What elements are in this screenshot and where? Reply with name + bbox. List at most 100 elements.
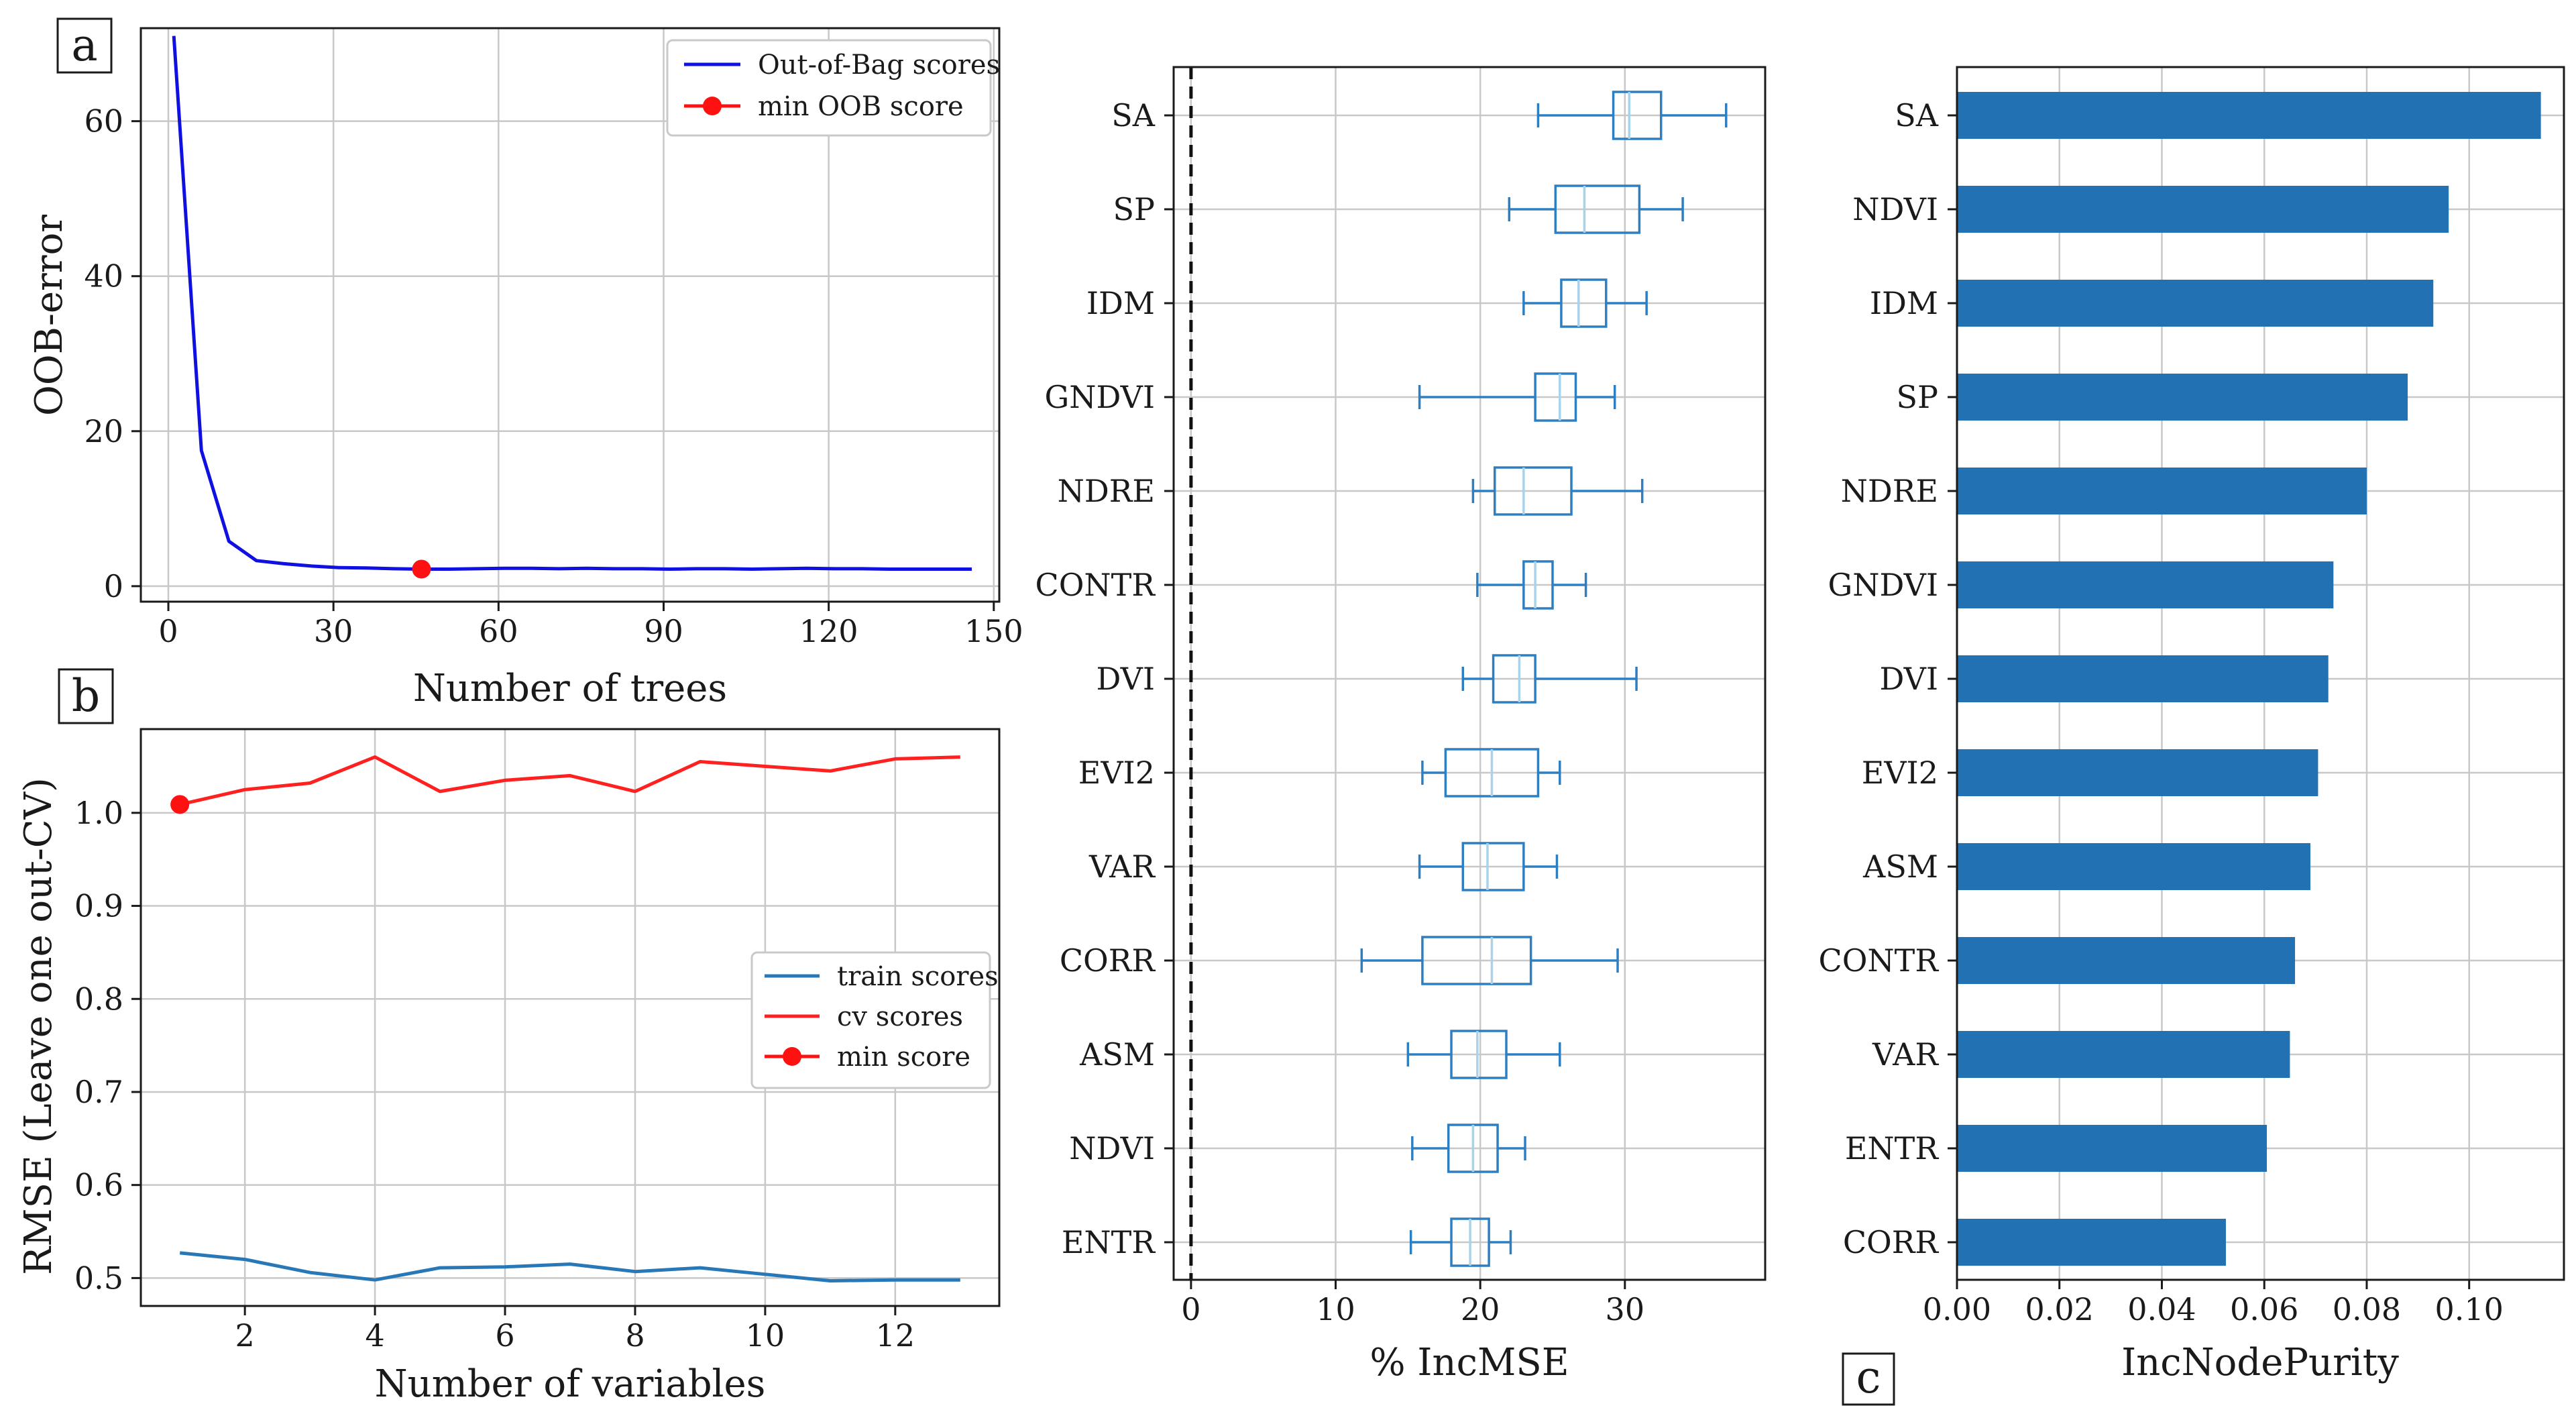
boxplot-item-asm xyxy=(1406,1030,1561,1079)
panel-b-rmse-chart: 2 4 6 8 10 12 0.5 0.6 0.7 0.8 0.9 1.0 Number of var… xyxy=(17,668,1001,1406)
boxplot-item-idm xyxy=(1522,278,1648,328)
bar-sp xyxy=(1957,374,2408,421)
panel-b-xtick-label: 8 xyxy=(625,1317,645,1354)
panel-c-ticks: 0.00 0.02 0.04 0.06 0.08 0.10 xyxy=(1923,114,2504,1327)
panel-c-category-label: CONTR xyxy=(1819,942,1940,979)
bar-ndre xyxy=(1957,468,2367,514)
panel-c-category-label: GNDVI xyxy=(1828,567,1938,603)
bar-corr xyxy=(1957,1219,2226,1266)
panel-a-letter-badge: a xyxy=(56,17,113,74)
bar-gndvi xyxy=(1957,561,2334,608)
panel-c-xtick-label: 0.00 xyxy=(1923,1291,1991,1327)
oob-scores-line xyxy=(172,36,972,571)
box-iqr xyxy=(1461,842,1525,891)
panel-a-xtick-label: 120 xyxy=(799,613,858,649)
legend-train-label: train scores xyxy=(837,961,999,992)
panel-a-marks xyxy=(172,36,972,579)
panel-c-category-label: IDM xyxy=(1870,285,1938,321)
panel-b-ytick-label: 0.5 xyxy=(74,1260,123,1296)
boxplot-xtick-label: 10 xyxy=(1316,1291,1355,1327)
panel-b-frame xyxy=(139,728,1001,1307)
boxplot-xtick-label: 20 xyxy=(1461,1291,1500,1327)
boxplot-item-entr xyxy=(1409,1217,1512,1267)
panel-c-xtick-label: 0.04 xyxy=(2127,1291,2196,1327)
boxplot-category-labels: SA SP IDM GNDVI NDRE CONTR DVI EVI2 VAR CORR ASM ND… xyxy=(1035,97,1156,1260)
panel-c-bars xyxy=(1957,92,2541,1266)
panel-c-category-label: SP xyxy=(1897,379,1938,415)
boxplot-item-sa xyxy=(1536,91,1728,140)
boxplot-item-dvi xyxy=(1461,654,1638,704)
bar-var xyxy=(1957,1031,2290,1078)
bar-sa xyxy=(1957,92,2541,139)
panel-b-ytick-label: 0.9 xyxy=(74,888,123,924)
boxplot-category-label: CONTR xyxy=(1035,567,1156,603)
panel-a-ytick-label: 60 xyxy=(84,103,123,140)
panel-b-ytick-label: 1.0 xyxy=(74,795,123,831)
boxplot-category-label: DVI xyxy=(1097,661,1155,697)
panel-b-xtick-label: 2 xyxy=(235,1317,255,1354)
box-iqr xyxy=(1493,466,1573,516)
panel-b-legend-box xyxy=(750,951,991,1089)
panel-c-xtick-label: 0.10 xyxy=(2435,1291,2504,1327)
legend-min-oob-marker xyxy=(703,97,722,115)
panel-b-letter-box xyxy=(58,668,114,724)
panel-b-xtick-label: 10 xyxy=(746,1317,785,1354)
bar-idm xyxy=(1957,280,2434,327)
bar-contr xyxy=(1957,937,2296,984)
legend-min-score-label: min score xyxy=(837,1042,970,1073)
box-iqr xyxy=(1492,654,1536,704)
panel-a-legend-box xyxy=(666,39,992,137)
panel-c-incnodepurity-chart: 0.00 0.02 0.04 0.06 0.08 0.10 SA NDVI IDM SP NDRE… xyxy=(1819,66,2565,1406)
panel-b-legend: train scores cv scores min score xyxy=(750,951,999,1089)
panel-a-ytick-label: 20 xyxy=(84,413,123,449)
boxplot-item-var xyxy=(1418,842,1559,891)
min-oob-score-marker xyxy=(412,559,431,579)
bar-entr xyxy=(1957,1125,2267,1172)
box-iqr xyxy=(1560,278,1608,328)
panel-a-xlabel: Number of trees xyxy=(413,667,727,710)
panel-b-ylabel: RMSE (Leave one out-CV) xyxy=(17,777,60,1275)
boxplot-item-contr xyxy=(1476,560,1587,610)
panel-c-frame xyxy=(1956,66,2565,1281)
boxplot-category-label: ENTR xyxy=(1062,1224,1156,1260)
panel-a-oob-chart: 0 30 60 90 120 150 0 20 40 60 Number of trees OOB… xyxy=(27,17,1023,710)
panel-c-category-label: CORR xyxy=(1843,1224,1940,1260)
panel-b-ytick-label: 0.7 xyxy=(74,1074,123,1110)
panel-a-letter-box xyxy=(56,17,113,74)
box-iqr xyxy=(1421,936,1532,985)
box-iqr xyxy=(1534,372,1577,422)
panel-c-category-label: NDRE xyxy=(1841,473,1938,509)
panel-b-xtick-label: 4 xyxy=(365,1317,384,1354)
boxplot-xtick-label: 30 xyxy=(1606,1291,1645,1327)
panel-c-category-label: EVI2 xyxy=(1862,755,1938,791)
boxplot-item-ndvi xyxy=(1411,1124,1526,1173)
panel-incmse-boxplot: 0 10 20 30 SA SP IDM GNDVI NDRE CONTR DVI EVI2 VAR C… xyxy=(1035,66,1767,1384)
boxplot-category-label: EVI2 xyxy=(1078,755,1155,791)
boxplot-category-label: NDVI xyxy=(1069,1130,1155,1166)
box-iqr xyxy=(1554,184,1641,234)
panel-a-ylabel: OOB-error xyxy=(27,215,71,416)
boxplot-category-label: NDRE xyxy=(1058,473,1155,509)
boxplot-category-label: ASM xyxy=(1079,1036,1155,1073)
panel-c-category-label: ASM xyxy=(1862,849,1938,885)
panel-b-xtick-label: 12 xyxy=(876,1317,915,1354)
boxplot-category-label: CORR xyxy=(1060,942,1156,979)
boxplot-frame xyxy=(1172,66,1767,1281)
boxplot-category-label: GNDVI xyxy=(1045,379,1155,415)
panel-a-ytick-label: 40 xyxy=(84,258,123,294)
boxplot-category-label: VAR xyxy=(1088,849,1156,885)
cv-scores-line xyxy=(179,755,960,806)
panel-a-ytick-label: 0 xyxy=(104,568,123,604)
panel-a-xtick-label: 30 xyxy=(314,613,353,649)
panel-b-xlabel: Number of variables xyxy=(375,1362,766,1406)
box-iqr xyxy=(1612,91,1663,140)
bar-evi2 xyxy=(1957,749,2318,796)
bar-ndvi xyxy=(1957,186,2449,233)
train-scores-line xyxy=(179,1251,960,1282)
panel-c-category-label: ENTR xyxy=(1845,1130,1940,1166)
panel-b-marks xyxy=(170,755,960,1282)
panel-a-xtick-label: 90 xyxy=(644,613,683,649)
panel-c-category-label: DVI xyxy=(1880,661,1938,697)
panel-c-letter-box xyxy=(1842,1352,1895,1406)
